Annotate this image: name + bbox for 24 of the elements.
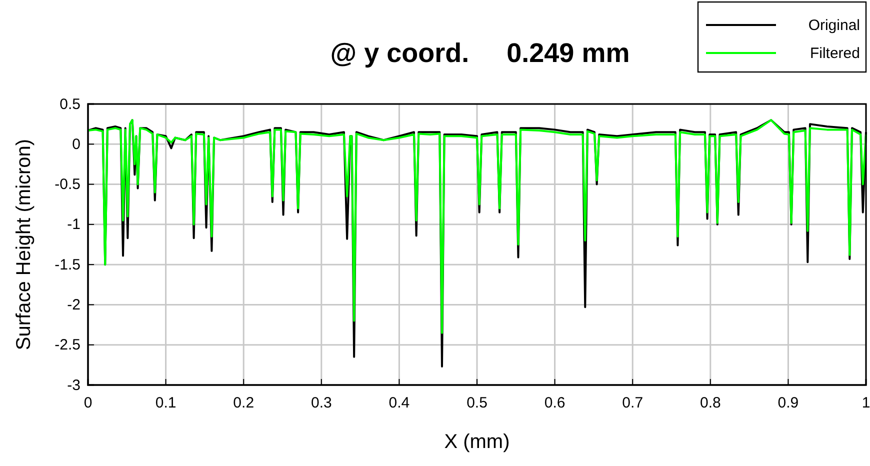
x-tick-label: 0.4 [388,394,410,412]
y-tick-label: 0 [72,136,80,153]
y-tick-label: 0.5 [60,96,80,113]
x-tick-label: 0.6 [544,394,566,412]
x-tick-label: 0 [84,394,92,412]
x-axis-title: X (mm) [444,431,510,453]
y-tick-label: -1.5 [54,256,80,274]
legend-label: Original [808,17,860,34]
x-tick-label: 0.5 [466,394,488,412]
legend-label: Filtered [810,45,860,62]
y-tick-label: -1 [67,216,80,234]
x-tick-label: 0.1 [155,394,176,412]
x-tick-label: 0.7 [622,394,644,412]
y-tick-label: -2.5 [54,336,80,354]
x-tick-label: 1 [862,394,870,412]
y-tick-label: -3 [67,376,80,394]
x-tick-label: 0.3 [310,394,332,412]
x-tick-label: 0.9 [778,394,799,412]
x-tick-label: 0.8 [700,394,721,412]
y-tick-label: -0.5 [54,176,80,194]
y-axis-title: Surface Height (micron) [13,138,35,350]
chart-title: @ y coord. 0.249 mm [330,38,630,68]
x-tick-label: 0.2 [233,394,254,412]
y-tick-label: -2 [67,296,80,314]
